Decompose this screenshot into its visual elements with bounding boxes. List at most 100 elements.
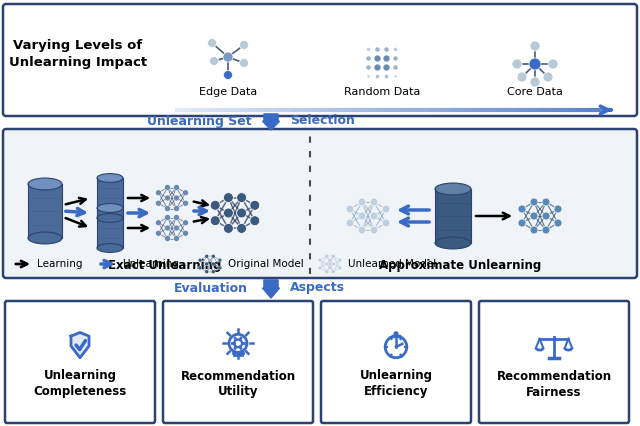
- Circle shape: [375, 47, 380, 52]
- FancyBboxPatch shape: [3, 129, 637, 278]
- Circle shape: [198, 258, 202, 262]
- Circle shape: [164, 195, 170, 201]
- Circle shape: [366, 56, 371, 61]
- Circle shape: [542, 226, 550, 234]
- Circle shape: [530, 212, 538, 220]
- Circle shape: [211, 262, 215, 266]
- Circle shape: [205, 262, 209, 266]
- Circle shape: [173, 195, 179, 201]
- Circle shape: [173, 184, 179, 190]
- Circle shape: [554, 205, 562, 213]
- Polygon shape: [262, 114, 280, 130]
- Circle shape: [164, 225, 170, 231]
- Circle shape: [164, 184, 170, 190]
- Text: Evaluation: Evaluation: [174, 282, 248, 294]
- Text: Unlearning: Unlearning: [122, 259, 179, 269]
- Circle shape: [223, 224, 234, 233]
- Text: Unlearning
Efficiency: Unlearning Efficiency: [360, 369, 433, 398]
- Circle shape: [205, 270, 209, 273]
- Text: Exact Unlearning: Exact Unlearning: [108, 259, 221, 272]
- Bar: [97, 208, 123, 248]
- Circle shape: [518, 205, 526, 213]
- Circle shape: [211, 254, 215, 258]
- Circle shape: [182, 220, 189, 226]
- Circle shape: [394, 332, 398, 336]
- Circle shape: [237, 224, 246, 233]
- Ellipse shape: [28, 178, 62, 190]
- Circle shape: [324, 262, 328, 266]
- Circle shape: [156, 190, 161, 196]
- Circle shape: [529, 58, 541, 70]
- Circle shape: [237, 208, 246, 218]
- Circle shape: [374, 55, 381, 62]
- Circle shape: [211, 216, 220, 226]
- Circle shape: [548, 59, 558, 69]
- Circle shape: [164, 205, 170, 211]
- FancyBboxPatch shape: [5, 301, 155, 423]
- Circle shape: [346, 205, 354, 213]
- Circle shape: [218, 266, 222, 270]
- Ellipse shape: [97, 174, 123, 182]
- Circle shape: [164, 215, 170, 221]
- Circle shape: [211, 270, 215, 273]
- Text: Unlearning
Completeness: Unlearning Completeness: [33, 369, 127, 398]
- Circle shape: [250, 216, 260, 226]
- Circle shape: [370, 198, 378, 206]
- Bar: [97, 178, 123, 218]
- Text: Varying Levels of
Unlearning Impact: Varying Levels of Unlearning Impact: [9, 39, 147, 69]
- Ellipse shape: [28, 232, 62, 244]
- Text: Aspects: Aspects: [290, 282, 345, 294]
- Circle shape: [512, 59, 522, 69]
- Text: Approximate Unlearning: Approximate Unlearning: [379, 259, 541, 272]
- FancyBboxPatch shape: [479, 301, 629, 423]
- Circle shape: [554, 219, 562, 227]
- Circle shape: [338, 266, 342, 270]
- Bar: [435, 189, 471, 243]
- Circle shape: [173, 215, 179, 221]
- Circle shape: [383, 64, 390, 71]
- Circle shape: [370, 226, 378, 234]
- Circle shape: [366, 65, 371, 70]
- Circle shape: [218, 258, 222, 262]
- Circle shape: [383, 55, 390, 62]
- Circle shape: [382, 205, 390, 213]
- Circle shape: [382, 219, 390, 227]
- Text: Unlearned Model: Unlearned Model: [348, 259, 436, 269]
- FancyBboxPatch shape: [3, 4, 637, 116]
- Circle shape: [530, 41, 540, 51]
- Circle shape: [182, 200, 189, 206]
- Circle shape: [393, 65, 397, 70]
- Circle shape: [332, 262, 335, 266]
- Circle shape: [182, 230, 189, 236]
- Text: Random Data: Random Data: [344, 87, 420, 97]
- Circle shape: [318, 258, 322, 262]
- Circle shape: [205, 254, 209, 258]
- Polygon shape: [262, 280, 280, 298]
- Circle shape: [237, 193, 246, 202]
- Circle shape: [530, 226, 538, 234]
- Circle shape: [182, 190, 189, 196]
- Text: Original Model: Original Model: [228, 259, 304, 269]
- Circle shape: [358, 212, 366, 220]
- Circle shape: [358, 226, 366, 234]
- Circle shape: [518, 219, 526, 227]
- Circle shape: [385, 75, 388, 78]
- Circle shape: [223, 193, 234, 202]
- Circle shape: [394, 75, 397, 78]
- Circle shape: [552, 337, 556, 340]
- Circle shape: [207, 38, 216, 48]
- Text: Recommendation
Fairness: Recommendation Fairness: [497, 369, 612, 398]
- Circle shape: [173, 205, 179, 211]
- Text: Edge Data: Edge Data: [199, 87, 257, 97]
- Text: Selection: Selection: [290, 115, 355, 127]
- Circle shape: [156, 220, 161, 226]
- Circle shape: [346, 219, 354, 227]
- Circle shape: [517, 72, 527, 82]
- Circle shape: [370, 212, 378, 220]
- Circle shape: [393, 56, 397, 61]
- FancyBboxPatch shape: [321, 301, 471, 423]
- Circle shape: [374, 64, 381, 71]
- Circle shape: [156, 230, 161, 236]
- Circle shape: [318, 266, 322, 270]
- Circle shape: [239, 40, 248, 49]
